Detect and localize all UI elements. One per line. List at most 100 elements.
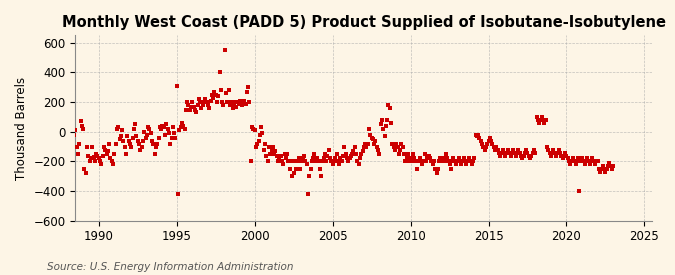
Point xyxy=(302,192,313,196)
Y-axis label: Thousand Barrels: Thousand Barrels xyxy=(15,76,28,180)
Point xyxy=(517,156,528,161)
Point xyxy=(208,95,219,100)
Point xyxy=(513,147,524,152)
Point xyxy=(196,106,207,110)
Point xyxy=(275,153,286,158)
Point xyxy=(295,167,306,171)
Point xyxy=(157,124,168,128)
Point xyxy=(508,147,518,152)
Point xyxy=(568,156,578,161)
Point xyxy=(117,128,128,133)
Point xyxy=(427,162,438,167)
Point xyxy=(385,121,396,125)
Point xyxy=(101,152,112,156)
Point xyxy=(579,162,590,167)
Point xyxy=(115,134,126,138)
Point xyxy=(298,153,309,158)
Point xyxy=(421,159,431,164)
Point xyxy=(205,98,216,103)
Point xyxy=(310,159,321,164)
Point xyxy=(530,150,541,155)
Point xyxy=(135,147,146,152)
Point xyxy=(319,152,330,156)
Point xyxy=(207,92,217,97)
Point xyxy=(603,164,614,168)
Point xyxy=(461,162,472,167)
Point xyxy=(429,159,439,164)
Point xyxy=(240,101,251,106)
Point xyxy=(405,156,416,161)
Point xyxy=(604,161,615,165)
Point xyxy=(460,159,470,164)
Point xyxy=(192,103,203,107)
Point xyxy=(278,162,289,167)
Point xyxy=(190,107,200,112)
Point xyxy=(204,106,215,110)
Point xyxy=(142,133,153,137)
Point xyxy=(332,159,343,164)
Point xyxy=(597,164,608,168)
Point xyxy=(446,167,456,171)
Point xyxy=(253,139,264,143)
Point xyxy=(569,159,580,164)
Point xyxy=(215,88,226,92)
Point xyxy=(499,150,510,155)
Point xyxy=(232,100,243,104)
Point xyxy=(68,122,78,127)
Point xyxy=(74,141,84,146)
Point xyxy=(605,164,616,168)
Point xyxy=(560,150,570,155)
Point xyxy=(235,98,246,103)
Point xyxy=(547,150,558,155)
Point xyxy=(492,147,503,152)
Point xyxy=(80,171,91,175)
Point xyxy=(504,150,515,155)
Point xyxy=(399,152,410,156)
Point xyxy=(317,159,327,164)
Point xyxy=(497,147,508,152)
Point xyxy=(92,153,103,158)
Point xyxy=(108,162,119,167)
Point xyxy=(140,136,151,140)
Point xyxy=(573,156,584,161)
Point xyxy=(315,167,325,171)
Point xyxy=(125,141,136,146)
Point xyxy=(249,128,260,133)
Point xyxy=(318,156,329,161)
Point xyxy=(176,125,186,130)
Point xyxy=(146,139,157,143)
Point xyxy=(439,159,450,164)
Point xyxy=(321,159,331,164)
Point xyxy=(288,171,299,175)
Point xyxy=(422,156,433,161)
Point xyxy=(453,156,464,161)
Point xyxy=(211,92,221,97)
Point xyxy=(145,131,156,136)
Point xyxy=(599,167,610,171)
Point xyxy=(412,167,423,171)
Point xyxy=(127,136,138,140)
Point xyxy=(527,150,538,155)
Point xyxy=(99,144,109,149)
Point xyxy=(593,167,604,171)
Point xyxy=(590,162,601,167)
Point xyxy=(306,159,317,164)
Point xyxy=(367,136,377,140)
Point xyxy=(152,141,163,146)
Point xyxy=(229,101,240,106)
Point xyxy=(419,152,430,156)
Point xyxy=(260,141,271,146)
Point xyxy=(191,110,202,115)
Point xyxy=(88,155,99,159)
Point xyxy=(426,159,437,164)
Point xyxy=(414,156,425,161)
Point xyxy=(361,144,372,149)
Point xyxy=(315,174,326,178)
Point xyxy=(601,167,612,171)
Point xyxy=(93,156,104,161)
Point xyxy=(538,118,549,122)
Point xyxy=(370,139,381,143)
Point xyxy=(231,104,242,109)
Point xyxy=(469,156,480,161)
Point xyxy=(248,126,259,131)
